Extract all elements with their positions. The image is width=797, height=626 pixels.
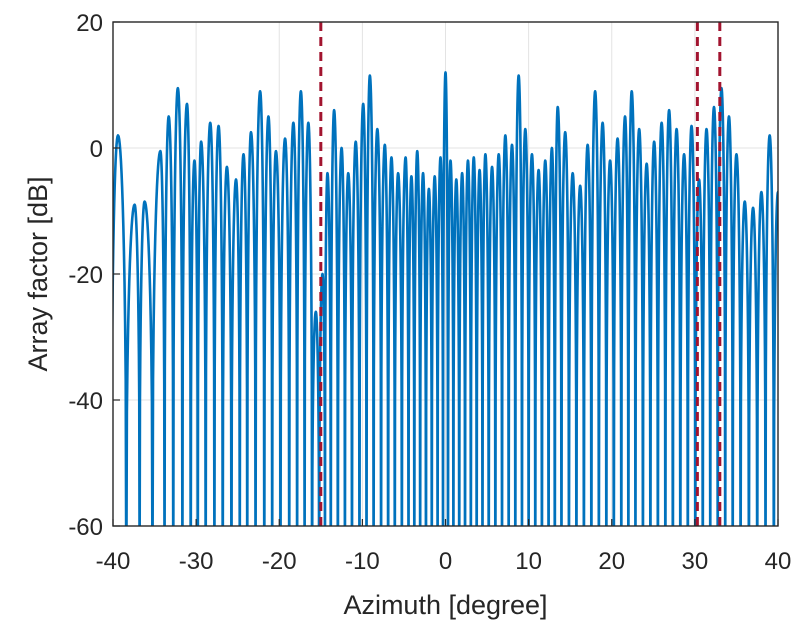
y-tick-label-2: -20 — [68, 262, 103, 289]
x-tick-label-7: 30 — [682, 548, 709, 575]
y-axis-label: Array factor [dB] — [23, 176, 53, 371]
x-tick-label-8: 40 — [765, 548, 792, 575]
y-tick-label-4: -60 — [68, 514, 103, 541]
y-tick-label-0: 20 — [76, 10, 103, 37]
x-tick-label-2: -20 — [262, 548, 297, 575]
x-tick-label-6: 20 — [598, 548, 625, 575]
x-tick-label-5: 10 — [515, 548, 542, 575]
y-tick-label-3: -40 — [68, 388, 103, 415]
plot-area — [113, 71, 778, 526]
y-ticks: 20 0 -20 -40 -60 — [68, 10, 120, 541]
x-tick-label-1: -30 — [179, 548, 214, 575]
x-tick-label-0: -40 — [96, 548, 131, 575]
x-tick-label-4: 0 — [439, 548, 452, 575]
series-line — [113, 71, 778, 526]
x-tick-label-3: -10 — [345, 548, 380, 575]
x-ticks: -40 -30 -20 -10 0 10 20 30 40 — [96, 519, 792, 575]
vertical-markers — [319, 22, 722, 526]
y-tick-label-1: 0 — [90, 136, 103, 163]
x-axis-label: Azimuth [degree] — [343, 590, 547, 620]
